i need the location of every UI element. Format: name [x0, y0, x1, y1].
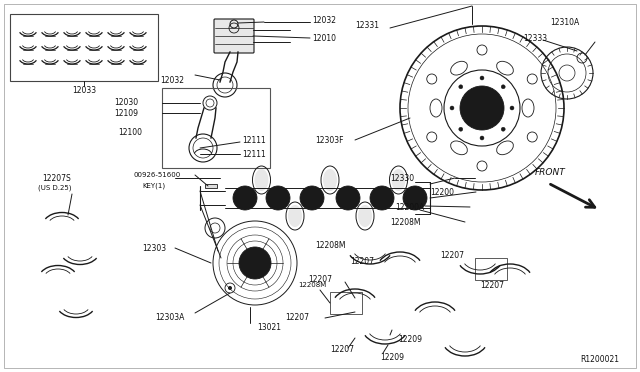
Text: 12111: 12111	[242, 135, 266, 144]
Circle shape	[480, 136, 484, 140]
Circle shape	[239, 247, 271, 279]
Text: 12331: 12331	[355, 20, 379, 29]
Text: 12330: 12330	[390, 173, 414, 183]
Text: 12032: 12032	[312, 16, 336, 25]
Text: 12303A: 12303A	[155, 314, 184, 323]
Circle shape	[501, 127, 505, 131]
Text: 12032: 12032	[160, 76, 184, 84]
Circle shape	[403, 186, 427, 210]
Text: 00926-51600: 00926-51600	[134, 172, 181, 178]
Circle shape	[370, 186, 394, 210]
Text: 12208M: 12208M	[315, 241, 346, 250]
Text: 12030: 12030	[114, 97, 138, 106]
Text: 12207: 12207	[440, 250, 464, 260]
Text: 12200: 12200	[430, 187, 454, 196]
Ellipse shape	[392, 169, 406, 191]
Text: 13021: 13021	[257, 323, 281, 331]
Text: 12100: 12100	[118, 128, 142, 137]
Circle shape	[480, 76, 484, 80]
Text: 12207S: 12207S	[42, 173, 71, 183]
Text: 12208M: 12208M	[390, 218, 420, 227]
Text: KEY(1): KEY(1)	[142, 183, 165, 189]
Text: 12303F: 12303F	[315, 135, 344, 144]
Circle shape	[459, 85, 463, 89]
Text: 12109: 12109	[114, 109, 138, 118]
FancyBboxPatch shape	[205, 184, 217, 188]
Ellipse shape	[288, 205, 302, 227]
Text: 12333: 12333	[523, 33, 547, 42]
Text: 12303: 12303	[142, 244, 166, 253]
Circle shape	[228, 286, 232, 290]
Text: 12207: 12207	[330, 346, 354, 355]
Text: 12010: 12010	[312, 33, 336, 42]
Text: 12310A: 12310A	[550, 17, 579, 26]
Text: FRONT: FRONT	[535, 167, 566, 176]
Text: 12208M: 12208M	[298, 282, 326, 288]
Text: 12033: 12033	[72, 86, 96, 94]
Text: 12209: 12209	[380, 353, 404, 362]
Ellipse shape	[255, 169, 269, 191]
Circle shape	[336, 186, 360, 210]
Text: 12207: 12207	[308, 276, 332, 285]
Circle shape	[450, 106, 454, 110]
Text: 12200A: 12200A	[395, 202, 424, 212]
Text: 12207: 12207	[285, 314, 309, 323]
Circle shape	[459, 127, 463, 131]
Text: R1200021: R1200021	[580, 356, 619, 365]
Text: 12207: 12207	[480, 280, 504, 289]
Ellipse shape	[323, 169, 337, 191]
Circle shape	[510, 106, 514, 110]
Text: (US D.25): (US D.25)	[38, 185, 72, 191]
Circle shape	[501, 85, 505, 89]
Circle shape	[460, 86, 504, 130]
Ellipse shape	[358, 205, 372, 227]
Circle shape	[233, 186, 257, 210]
Text: 12209: 12209	[398, 336, 422, 344]
Circle shape	[266, 186, 290, 210]
Circle shape	[300, 186, 324, 210]
Text: 12207: 12207	[350, 257, 374, 266]
Text: 12111: 12111	[242, 150, 266, 158]
FancyBboxPatch shape	[214, 19, 254, 53]
